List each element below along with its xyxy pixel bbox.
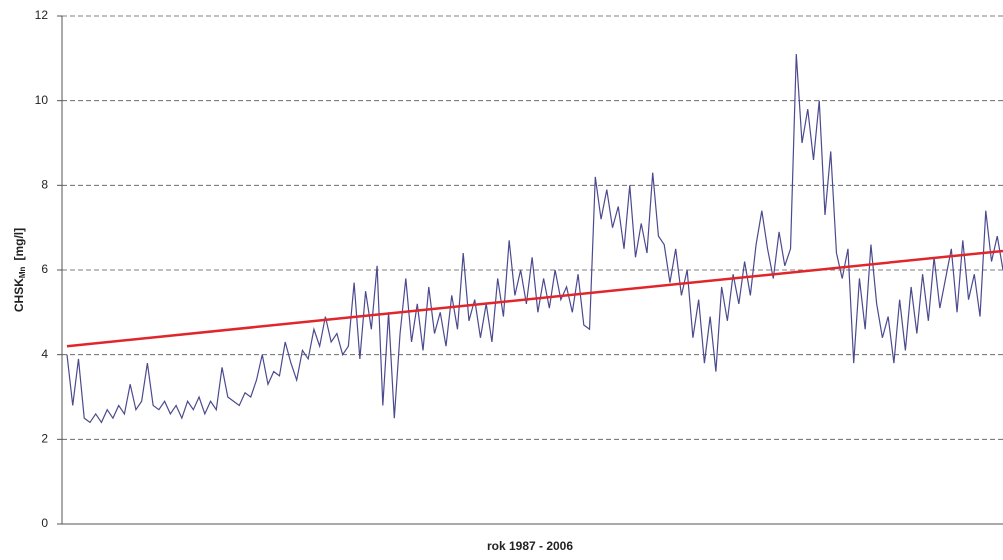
- y-tick-label: 12: [35, 8, 49, 22]
- trend-line: [66, 249, 1003, 348]
- y-title-text: CHSK: [12, 278, 26, 312]
- y-tick-label: 2: [41, 432, 48, 446]
- y-tick-label: 4: [41, 347, 48, 361]
- x-axis-title: rok 1987 - 2006: [487, 539, 573, 553]
- y-axis-title: CHSKMn [mg/l]: [12, 228, 27, 312]
- y-tick-label: 10: [35, 93, 49, 107]
- y-tick-label: 8: [41, 178, 48, 192]
- y-tick-label: 0: [41, 516, 48, 530]
- y-tick-label: 6: [41, 262, 48, 276]
- data-line: [66, 54, 1003, 424]
- y-title-unit: [mg/l]: [12, 228, 26, 261]
- y-title-subscript: Mn: [18, 266, 27, 278]
